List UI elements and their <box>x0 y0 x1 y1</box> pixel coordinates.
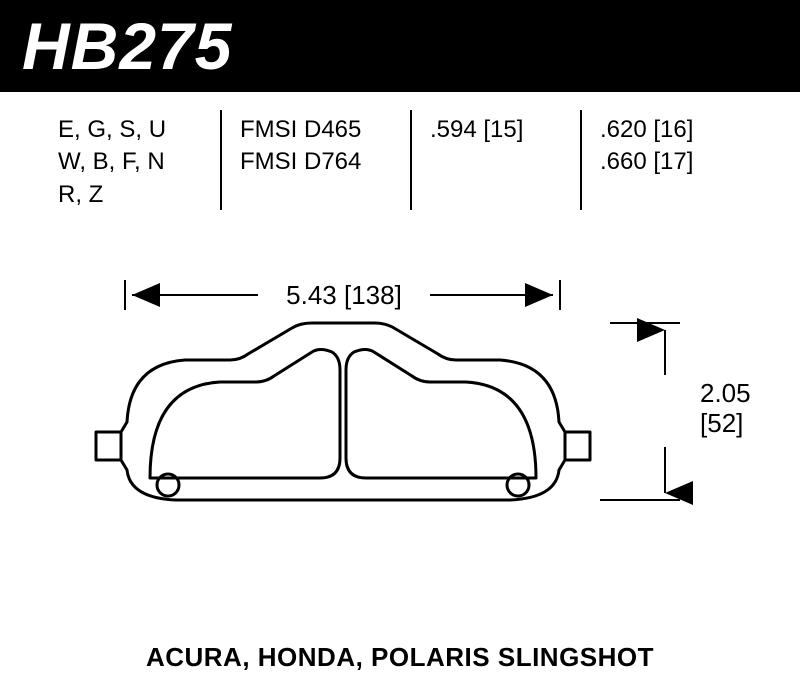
compounds-line: W, B, F, N <box>58 146 202 178</box>
brake-pad-outline <box>96 323 590 500</box>
thickness-line: .594 [15] <box>430 114 562 146</box>
compounds-line: E, G, S, U <box>58 114 202 146</box>
brake-pad-diagram: 5.43 [138] 2.05 <box>0 210 800 610</box>
fmsi-column: FMSI D465 FMSI D764 <box>220 110 410 210</box>
thickness-line: .660 [17] <box>600 146 742 178</box>
compounds-column: E, G, S, U W, B, F, N R, Z <box>40 110 220 210</box>
thickness-col-b: .620 [16] .660 [17] <box>580 110 760 210</box>
height-dim-mm: [52] <box>700 408 743 438</box>
part-number: HB275 <box>22 8 232 84</box>
fmsi-line: FMSI D465 <box>240 114 392 146</box>
compounds-line: R, Z <box>58 179 202 211</box>
header-bar: HB275 <box>0 0 800 92</box>
spec-row: E, G, S, U W, B, F, N R, Z FMSI D465 FMS… <box>40 110 760 210</box>
height-dim-in: 2.05 <box>700 378 751 408</box>
applications-footer: ACURA, HONDA, POLARIS SLINGSHOT <box>0 642 800 673</box>
width-dim-text: 5.43 [138] <box>286 280 402 310</box>
thickness-line: .620 [16] <box>600 114 742 146</box>
thickness-col-a: .594 [15] <box>410 110 580 210</box>
diagram-area: 5.43 [138] 2.05 <box>0 210 800 610</box>
fmsi-line: FMSI D764 <box>240 146 392 178</box>
